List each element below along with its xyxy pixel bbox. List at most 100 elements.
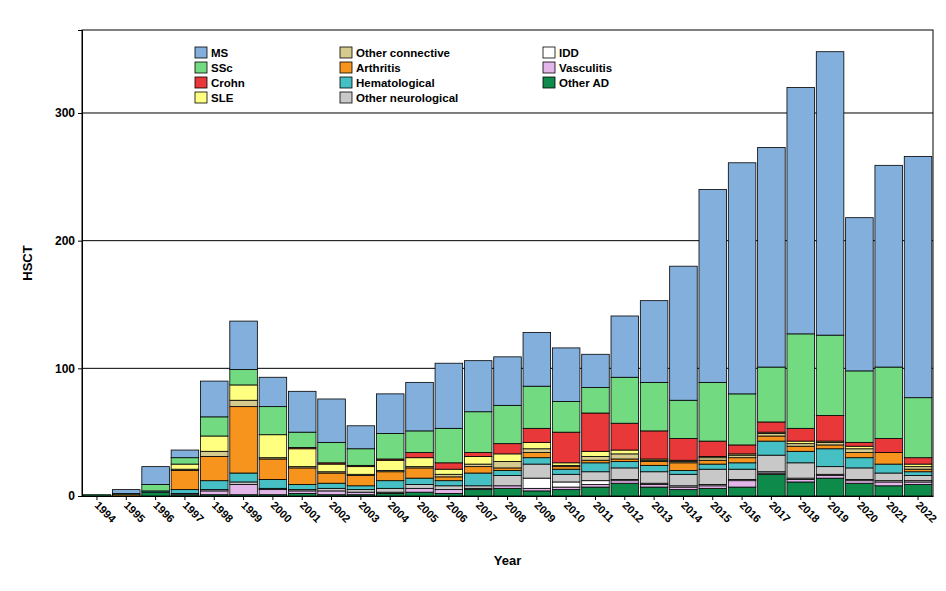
bar-segment <box>171 458 199 464</box>
bar-segment <box>728 487 756 496</box>
x-tick: 2012 <box>620 496 646 525</box>
legend-label: Crohn <box>211 77 245 89</box>
bar-segment <box>904 472 932 476</box>
x-tick-label: 2000 <box>268 499 294 525</box>
legend-label: SSc <box>211 62 233 74</box>
plot-frame <box>82 30 933 496</box>
y-axis-line <box>78 31 83 497</box>
bar-segment <box>259 377 287 406</box>
bar-segment <box>611 377 639 423</box>
bar-segment <box>406 488 434 492</box>
x-tick: 1994 <box>93 496 119 525</box>
bar-segment <box>200 436 228 451</box>
x-tick-mark <box>331 496 332 500</box>
bar-segment <box>582 451 610 456</box>
bar-segment <box>464 361 492 412</box>
legend-swatch <box>195 77 207 88</box>
bar-segment <box>728 458 756 463</box>
bar-segment <box>406 458 434 467</box>
x-tick: 2008 <box>503 496 529 525</box>
bar-segment <box>904 458 932 464</box>
bar-segment <box>83 494 111 495</box>
bar-segment <box>494 444 522 454</box>
y-tick-label: 100 <box>55 362 75 376</box>
bar-segment <box>259 459 287 479</box>
bar-segment <box>200 491 228 495</box>
bar-segment <box>611 450 639 454</box>
bar-segment <box>582 487 610 496</box>
bar-segment <box>288 391 316 432</box>
legend-swatch <box>340 92 352 103</box>
bar-segment <box>376 433 404 459</box>
legend-label: MS <box>211 47 229 59</box>
bar-segment <box>640 472 668 483</box>
bar-segment <box>875 439 903 453</box>
legend-entry: Arthritis <box>340 62 401 74</box>
bar-segment <box>494 488 522 496</box>
bar-segment <box>435 477 463 481</box>
x-tick: 2020 <box>855 496 881 525</box>
bar-segment <box>142 492 170 496</box>
bar-segment <box>875 165 903 367</box>
bar-segment <box>494 470 522 475</box>
bar-segment <box>904 476 932 481</box>
bar-segment <box>611 483 639 496</box>
bar-segment <box>787 446 815 451</box>
bar-segment <box>816 467 844 475</box>
bar-segment <box>640 301 668 383</box>
bar-segment <box>728 394 756 445</box>
bar-segment <box>230 473 258 482</box>
x-tick: 2021 <box>884 496 910 525</box>
bar-segment <box>112 496 140 497</box>
series <box>112 52 931 494</box>
x-tick-mark <box>155 496 156 500</box>
bar-segment <box>376 488 404 492</box>
bar-segment <box>758 147 786 367</box>
x-axis-title: Year <box>494 553 521 568</box>
bar-segment <box>904 485 932 496</box>
bar-segment <box>83 494 111 495</box>
bar-segment <box>787 87 815 333</box>
bar-segment <box>875 482 903 486</box>
bar-segment <box>640 431 668 459</box>
bar-segment <box>83 494 111 495</box>
bar-segment <box>816 335 844 415</box>
bar-segment <box>347 449 375 466</box>
bar-segment <box>816 445 844 449</box>
bar-segment <box>523 491 551 496</box>
x-tick-mark <box>536 496 537 500</box>
legend-swatch <box>195 92 207 103</box>
bar-segment <box>230 370 258 385</box>
bar-segment <box>406 468 434 478</box>
x-tick-mark <box>126 496 127 500</box>
x-tick-label: 2012 <box>620 499 646 525</box>
bar-segment <box>670 400 698 438</box>
bar-segment <box>846 449 874 453</box>
x-tick: 1998 <box>210 496 236 525</box>
legend-label: SLE <box>211 92 234 104</box>
bar-segment <box>435 363 463 428</box>
legend-swatch <box>543 47 555 58</box>
bar-segment <box>875 464 903 473</box>
bar-segment <box>699 190 727 383</box>
bar-segment <box>611 454 639 459</box>
legend-swatch <box>340 77 352 88</box>
bar-segment <box>787 334 815 428</box>
bar-segment <box>83 494 111 495</box>
bar-segment <box>259 489 287 490</box>
x-tick-label: 1998 <box>210 499 236 525</box>
legend-swatch <box>340 62 352 73</box>
bar-segment <box>787 463 815 478</box>
bar-segment <box>435 463 463 469</box>
bar-segment <box>846 468 874 479</box>
x-tick-label: 2007 <box>474 499 500 525</box>
x-tick-label: 1996 <box>151 499 177 525</box>
legend-entry: Crohn <box>195 77 245 89</box>
x-axis: 1994199519961997199819992000200120022003… <box>83 496 940 525</box>
legend-label: Other AD <box>559 77 609 89</box>
bar-segment <box>699 469 727 484</box>
bar-segment <box>83 494 111 495</box>
x-tick-label: 2001 <box>298 499 324 525</box>
bar-segment <box>494 454 522 462</box>
bar-segment <box>611 316 639 377</box>
